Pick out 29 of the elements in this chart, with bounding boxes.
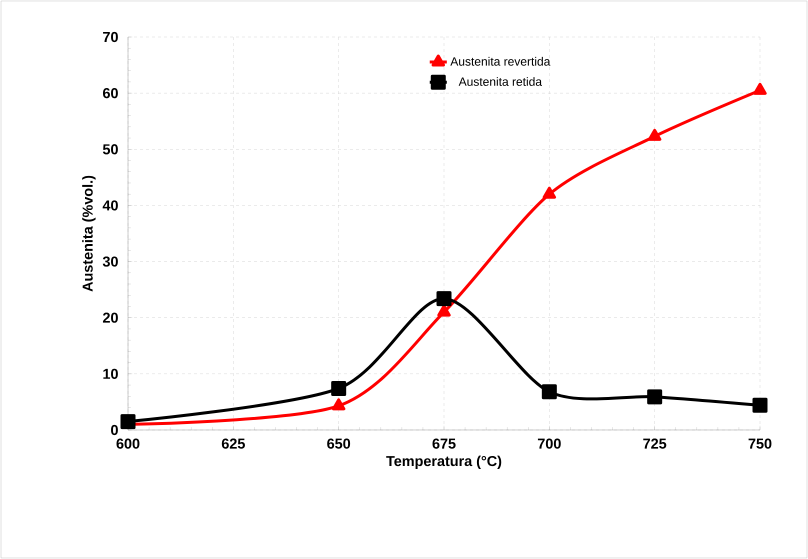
point	[648, 128, 662, 141]
y-tick-label: 30	[102, 256, 118, 267]
point	[542, 186, 556, 199]
y-tick-label: 40	[102, 200, 118, 211]
x-tick-label: 725	[643, 438, 666, 449]
point	[331, 380, 346, 396]
legend-label: Austenita retida	[458, 77, 542, 86]
y-tick-label: 60	[102, 88, 118, 98]
point	[647, 389, 662, 404]
x-tick-label: 625	[222, 438, 245, 449]
y-tick-label: 20	[102, 312, 118, 323]
point	[752, 398, 768, 413]
y-tick-label: 0	[111, 424, 118, 436]
point	[542, 384, 557, 400]
y-tick-label: 70	[103, 32, 118, 42]
x-tick-label: 600	[116, 438, 140, 449]
x-tick-label: 700	[538, 438, 561, 449]
x-tick-label: 750	[748, 438, 772, 449]
x-tick-label: 650	[327, 438, 350, 449]
y-tick-label: 10	[103, 368, 118, 379]
x-tick-label: 675	[432, 438, 456, 449]
y-tick-label: 50	[102, 144, 118, 154]
point	[437, 304, 451, 317]
point	[120, 414, 136, 430]
point	[753, 82, 767, 95]
y-axis-title: Austenita (%vol.)	[82, 176, 96, 292]
legend-label: Austenita revertida	[450, 56, 550, 66]
point	[436, 291, 452, 306]
x-axis-title: Temperatura (°C)	[386, 456, 502, 470]
